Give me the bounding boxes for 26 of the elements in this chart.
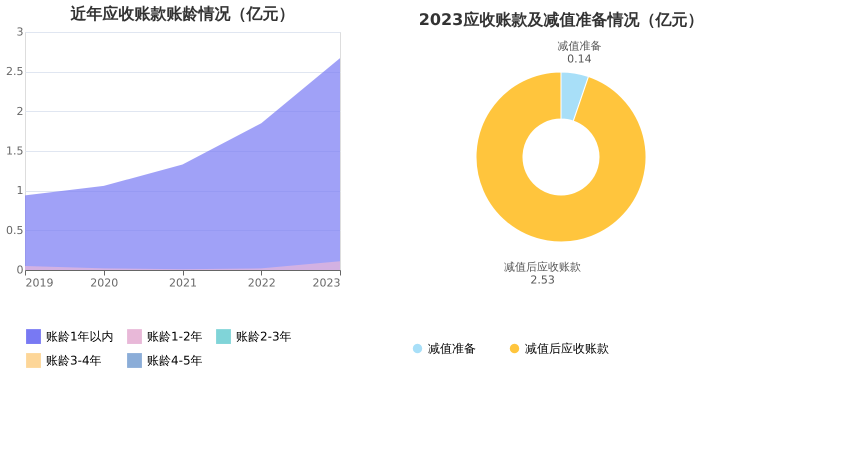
data-label: 0.14 [567, 52, 592, 66]
legend-label: 账龄2-3年 [236, 330, 292, 344]
x-tick-label: 2022 [248, 276, 276, 290]
x-tick-label: 2023 [312, 276, 340, 290]
legend-label: 减值准备 [428, 342, 476, 356]
donut-slice [476, 72, 646, 242]
x-tick-label: 2021 [169, 276, 197, 290]
legend-label: 账龄1-2年 [147, 330, 203, 344]
y-tick-label: 0.5 [6, 224, 24, 237]
x-tick-label: 2020 [90, 276, 118, 290]
y-tick-label: 2.5 [6, 65, 24, 78]
legend-label: 账龄4-5年 [147, 354, 203, 368]
y-tick-label: 3 [16, 26, 24, 38]
y-tick-label: 0 [16, 264, 24, 276]
slice-label: 减值准备 [557, 40, 602, 53]
y-tick-label: 1.5 [6, 144, 24, 158]
chart-title: 2023应收账款及减值准备情况（亿元） [418, 10, 704, 29]
y-tick-label: 2 [16, 104, 24, 118]
y-tick-label: 1 [16, 184, 24, 198]
data-label: 2.53 [530, 273, 555, 286]
legend-label: 账龄1年以内 [46, 330, 114, 344]
x-tick-label: 2019 [26, 276, 54, 290]
legend-label: 账龄3-4年 [46, 354, 102, 368]
chart-title: 近年应收账款账龄情况（亿元） [70, 4, 294, 23]
slice-label: 减值后应收账款 [504, 260, 582, 274]
legend-label: 减值后应收账款 [525, 342, 609, 356]
